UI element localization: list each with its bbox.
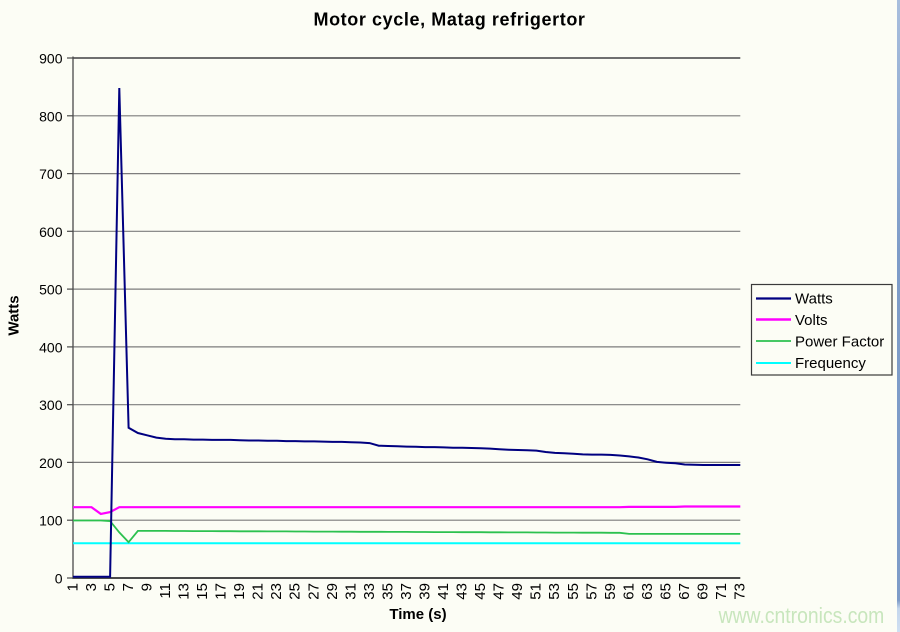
svg-text:41: 41	[435, 583, 452, 600]
svg-text:0: 0	[55, 571, 63, 587]
svg-text:67: 67	[676, 583, 693, 600]
svg-text:100: 100	[39, 513, 63, 529]
svg-text:5: 5	[101, 583, 118, 591]
svg-text:200: 200	[39, 455, 63, 471]
svg-text:19: 19	[231, 583, 248, 600]
svg-text:71: 71	[713, 583, 730, 600]
svg-text:600: 600	[39, 224, 63, 240]
svg-text:31: 31	[342, 583, 359, 600]
svg-text:73: 73	[732, 583, 749, 600]
svg-text:1: 1	[64, 583, 81, 591]
svg-text:9: 9	[138, 583, 155, 591]
svg-text:Time (s): Time (s)	[389, 606, 446, 623]
svg-text:Frequency: Frequency	[795, 355, 866, 372]
svg-text:37: 37	[398, 583, 415, 600]
svg-text:900: 900	[39, 51, 63, 67]
svg-text:700: 700	[39, 166, 63, 182]
svg-text:21: 21	[250, 583, 267, 600]
svg-text:Motor cycle, Matag refrigertor: Motor cycle, Matag refrigertor	[313, 10, 585, 30]
svg-text:55: 55	[565, 583, 582, 600]
svg-text:35: 35	[379, 583, 396, 600]
svg-text:49: 49	[509, 583, 526, 600]
svg-text:800: 800	[39, 108, 63, 124]
svg-text:57: 57	[583, 583, 600, 600]
svg-text:39: 39	[417, 583, 434, 600]
svg-text:25: 25	[287, 583, 304, 600]
svg-text:59: 59	[602, 583, 619, 600]
svg-text:13: 13	[175, 583, 192, 600]
svg-text:63: 63	[639, 583, 656, 600]
svg-text:300: 300	[39, 397, 63, 413]
svg-text:43: 43	[454, 583, 471, 600]
svg-text:51: 51	[528, 583, 545, 600]
svg-text:69: 69	[695, 583, 712, 600]
svg-text:Volts: Volts	[795, 312, 828, 329]
svg-text:61: 61	[620, 583, 637, 600]
svg-text:53: 53	[546, 583, 563, 600]
svg-text:23: 23	[268, 583, 285, 600]
svg-text:3: 3	[83, 583, 100, 591]
svg-text:11: 11	[157, 583, 174, 599]
svg-text:Power Factor: Power Factor	[795, 333, 884, 350]
svg-text:15: 15	[194, 583, 211, 600]
svg-text:17: 17	[213, 583, 230, 600]
svg-text:Watts: Watts	[795, 291, 833, 308]
svg-text:500: 500	[39, 282, 63, 298]
svg-text:400: 400	[39, 339, 63, 355]
svg-text:7: 7	[120, 583, 137, 591]
svg-text:Watts: Watts	[6, 295, 23, 335]
svg-text:27: 27	[305, 583, 322, 600]
svg-text:65: 65	[658, 583, 675, 600]
svg-text:47: 47	[491, 583, 508, 600]
svg-text:29: 29	[324, 583, 341, 600]
svg-text:45: 45	[472, 583, 489, 600]
svg-text:33: 33	[361, 583, 378, 600]
